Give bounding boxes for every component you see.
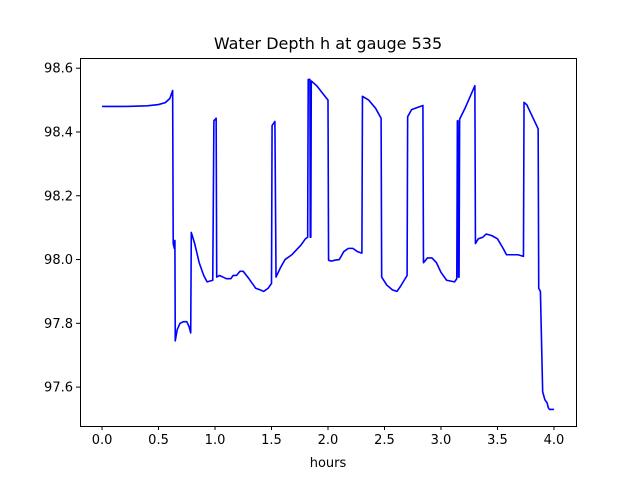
y-axis: 97.6 97.8 98.0 98.2 98.4 98.6 [44, 62, 80, 396]
series-line-0 [102, 78, 554, 411]
x-tick-label: 2.0 [318, 433, 339, 448]
x-tick-label: 3.5 [487, 433, 508, 448]
y-tick-label: 98.4 [44, 125, 73, 140]
plot-frame [80, 58, 577, 427]
chart-title: Water Depth h at gauge 535 [214, 34, 442, 53]
x-axis-label: hours [310, 456, 347, 471]
y-tick-label: 97.8 [44, 317, 73, 332]
x-tick-label: 3.0 [431, 433, 452, 448]
y-tick-label: 98.0 [44, 253, 73, 268]
plot-area [102, 78, 554, 411]
x-tick-label: 2.5 [374, 433, 395, 448]
y-tick-label: 98.2 [44, 189, 73, 204]
x-axis: 0.0 0.5 1.0 1.5 2.0 2.5 3.0 3.5 4.0 [92, 426, 565, 448]
x-tick-label: 0.0 [92, 433, 113, 448]
x-tick-label: 0.5 [148, 433, 169, 448]
x-tick-label: 1.0 [205, 433, 226, 448]
x-tick-label: 1.5 [261, 433, 282, 448]
x-tick-label: 4.0 [544, 433, 565, 448]
y-tick-label: 98.6 [44, 62, 73, 77]
y-tick-label: 97.6 [44, 381, 73, 396]
